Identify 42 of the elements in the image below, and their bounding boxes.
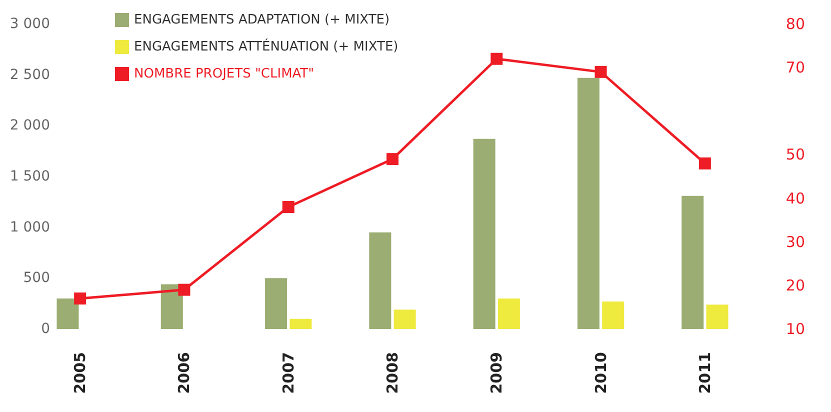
y-tick-label: 2 500 xyxy=(10,66,50,83)
y2-tick-label: 20 xyxy=(786,276,805,294)
y2-tick-label: 40 xyxy=(786,189,805,208)
x-tick-label: 2005 xyxy=(71,352,90,394)
bar xyxy=(473,138,496,329)
y-tick-label: 2 000 xyxy=(10,118,50,134)
y2-tick-label: 30 xyxy=(786,232,805,251)
legend-label: ENGAGEMENTS ATTÉNUATION (+ MIXTE) xyxy=(134,38,398,54)
bar xyxy=(682,196,704,329)
x-tick-label: 2008 xyxy=(384,352,402,394)
y2-tick-label: 80 xyxy=(786,15,805,33)
x-tick-label: 2011 xyxy=(696,352,714,394)
y-tick-label: 1 500 xyxy=(10,168,50,184)
bar xyxy=(706,304,728,329)
point xyxy=(178,284,190,296)
point xyxy=(74,292,86,304)
x-tick-label: 2009 xyxy=(488,352,506,394)
y-tick-label: 0 xyxy=(41,321,50,337)
point xyxy=(698,157,711,170)
y2-tick-label: 10 xyxy=(786,320,805,338)
y2-tick-label: 70 xyxy=(786,58,805,77)
bar xyxy=(577,78,600,329)
bar xyxy=(56,298,79,329)
y2-tick-label: 50 xyxy=(786,146,805,164)
bar xyxy=(394,310,416,329)
x-tick-label: 2007 xyxy=(279,352,298,394)
point xyxy=(282,201,294,213)
bar xyxy=(498,298,520,329)
y-tick-label: 3 000 xyxy=(10,16,50,32)
point xyxy=(594,66,607,78)
x-tick-label: 2006 xyxy=(175,352,194,394)
point xyxy=(490,52,503,65)
bar xyxy=(602,302,624,329)
bar xyxy=(290,318,312,329)
legend-label: ENGAGEMENTS ADAPTATION (+ MIXTE) xyxy=(134,12,390,28)
bar xyxy=(265,278,288,329)
legend-label: NOMBRE PROJETS "CLIMAT" xyxy=(134,66,314,82)
y-tick-label: 500 xyxy=(23,270,50,286)
x-tick-label: 2010 xyxy=(592,352,610,394)
point xyxy=(386,153,398,166)
y-tick-label: 1 000 xyxy=(10,219,50,236)
bar xyxy=(369,232,392,329)
